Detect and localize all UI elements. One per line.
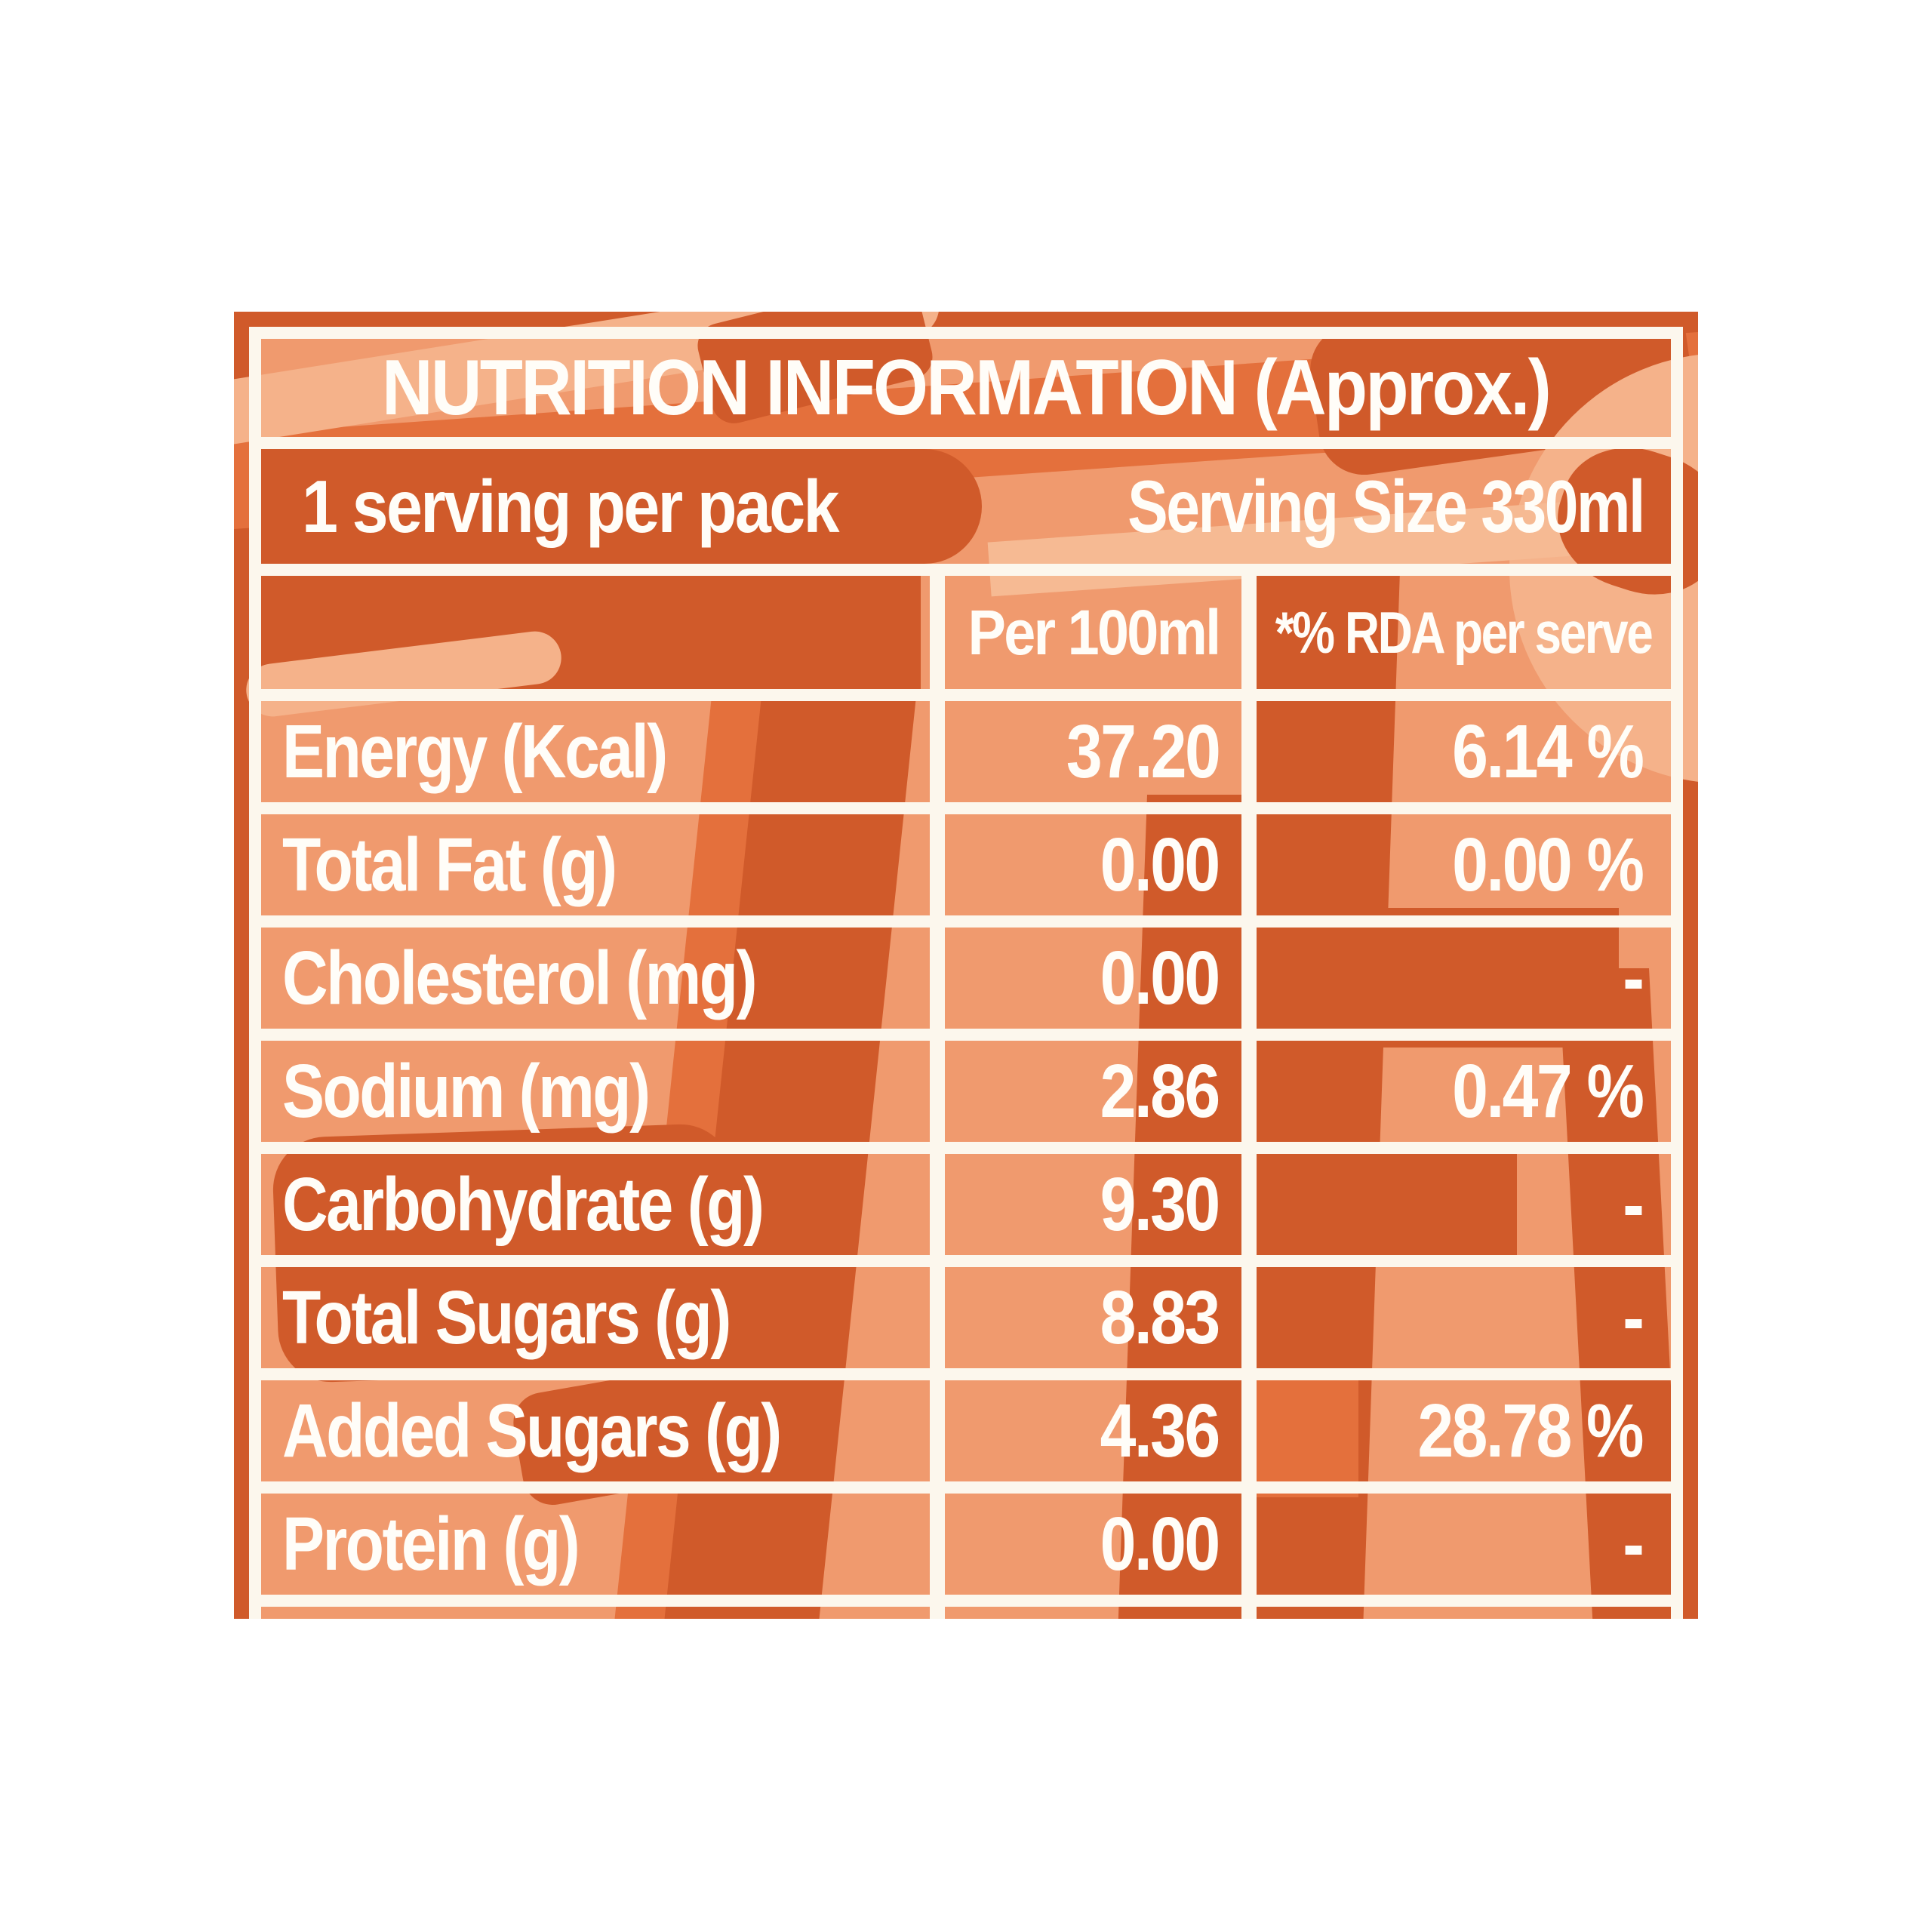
- nutrition-label-panel: NUTRITION INFORMATION (Approx.) 1 servin…: [234, 312, 1698, 1619]
- row-label: Total Fat (g): [282, 822, 617, 907]
- row-divider: [261, 1481, 1671, 1494]
- row-per-100ml: 9.30: [1100, 1161, 1221, 1247]
- header-rda-label: *% RDA per serve: [1275, 598, 1654, 666]
- table-row-protein: Protein (g) 0.00 -: [261, 1494, 1671, 1595]
- column-separator: [930, 576, 945, 1619]
- row-label: Cholesterol (mg): [282, 935, 758, 1020]
- table-row-carbohydrate: Carbohydrate (g) 9.30 -: [261, 1154, 1671, 1255]
- table-title-row: NUTRITION INFORMATION (Approx.): [261, 339, 1671, 437]
- row-divider: [261, 1595, 1671, 1607]
- row-label: Added Sugars (g): [282, 1388, 782, 1473]
- table-row-total-fat: Total Fat (g) 0.00 0.00 %: [261, 814, 1671, 915]
- row-divider: [261, 802, 1671, 814]
- servings-per-pack: 1 serving per pack: [302, 464, 840, 548]
- row-per-100ml: 0.00: [1100, 822, 1221, 907]
- background-swirl-shape: [1253, 1380, 1358, 1497]
- row-per-100ml: 2.86: [1100, 1048, 1221, 1134]
- table-row-energy: Energy (Kcal) 37.20 6.14 %: [261, 701, 1671, 802]
- row-label: Total Sugars (g): [282, 1275, 731, 1360]
- row-divider: [261, 1368, 1671, 1380]
- serving-highlight-blob: [261, 449, 982, 564]
- row-divider: [261, 564, 1671, 576]
- row-rda: -: [1622, 1161, 1644, 1247]
- row-divider: [261, 1142, 1671, 1154]
- row-divider: [261, 689, 1671, 701]
- header-per-100ml-label: Per 100ml: [968, 596, 1221, 668]
- row-per-100ml: 4.36: [1100, 1388, 1221, 1473]
- row-rda: 0.00 %: [1451, 822, 1644, 907]
- row-per-100ml: 0.00: [1100, 935, 1221, 1020]
- header-empty-cell: [261, 576, 930, 689]
- background-swirl-shape: [1358, 1142, 1517, 1266]
- row-divider: [261, 915, 1671, 928]
- header-rda-per-serve: *% RDA per serve: [1257, 576, 1671, 689]
- serving-row: 1 serving per pack Serving Size 330ml: [261, 449, 1671, 564]
- row-divider: [261, 1255, 1671, 1267]
- row-label: Protein (g): [282, 1501, 580, 1586]
- header-per-100ml: Per 100ml: [945, 576, 1241, 689]
- row-label: Carbohydrate (g): [282, 1161, 764, 1247]
- row-rda: -: [1622, 1501, 1644, 1586]
- nutrition-table: NUTRITION INFORMATION (Approx.) 1 servin…: [261, 339, 1671, 1607]
- row-label: Sodium (mg): [282, 1048, 651, 1134]
- row-per-100ml: 37.20: [1066, 709, 1221, 794]
- page-title: NUTRITION INFORMATION (Approx.): [382, 343, 1552, 432]
- row-rda: -: [1622, 935, 1644, 1020]
- table-row-total-sugars: Total Sugars (g) 8.83 -: [261, 1267, 1671, 1368]
- row-per-100ml: 8.83: [1100, 1275, 1221, 1360]
- row-rda: 28.78 %: [1417, 1388, 1644, 1473]
- row-divider: [261, 437, 1671, 449]
- column-separator: [1241, 576, 1257, 1619]
- table-row-added-sugars: Added Sugars (g) 4.36 28.78 %: [261, 1380, 1671, 1481]
- row-per-100ml: 0.00: [1100, 1501, 1221, 1586]
- table-row-cholesterol: Cholesterol (mg) 0.00 -: [261, 928, 1671, 1029]
- table-row-sodium: Sodium (mg) 2.86 0.47 %: [261, 1041, 1671, 1142]
- column-header-row: Per 100ml *% RDA per serve: [261, 576, 1671, 689]
- row-rda: -: [1622, 1275, 1644, 1360]
- row-rda: 6.14 %: [1451, 709, 1644, 794]
- row-label: Energy (Kcal): [282, 709, 668, 794]
- serving-size: Serving Size 330ml: [1128, 464, 1645, 548]
- row-divider: [261, 1029, 1671, 1041]
- row-rda: 0.47 %: [1451, 1048, 1644, 1134]
